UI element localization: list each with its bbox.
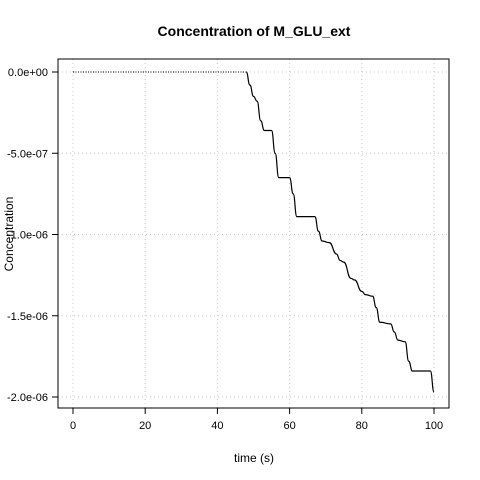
- y-tick-label-4: -2.0e-06: [7, 392, 48, 404]
- chart-title: Concentration of M_GLU_ext: [158, 23, 351, 39]
- y-tick-label-3: -1.5e-06: [7, 311, 48, 323]
- x-tick-label-3: 60: [283, 420, 295, 432]
- x-axis-label: time (s): [234, 451, 274, 465]
- x-tick-label-2: 40: [211, 420, 223, 432]
- y-axis-label: Concentration: [2, 197, 16, 272]
- x-axis: 0 20 40 60 80 100: [70, 408, 443, 432]
- series-0-line: [245, 71, 435, 393]
- series-layer: [73, 71, 435, 393]
- y-axis: 0.0e+00 -5.0e-07 -1.0e-06 -1.5e-06 -2.0e-06: [7, 67, 58, 404]
- y-tick-label-2: -1.0e-06: [7, 230, 48, 242]
- plot-frame: [57, 58, 450, 409]
- y-tick-label-0: 0.0e+00: [8, 67, 48, 79]
- x-tick-label-5: 100: [425, 420, 443, 432]
- y-tick-label-1: -5.0e-07: [7, 148, 48, 160]
- x-tick-label-4: 80: [356, 420, 368, 432]
- x-tick-label-1: 20: [139, 420, 151, 432]
- x-tick-label-0: 0: [70, 420, 76, 432]
